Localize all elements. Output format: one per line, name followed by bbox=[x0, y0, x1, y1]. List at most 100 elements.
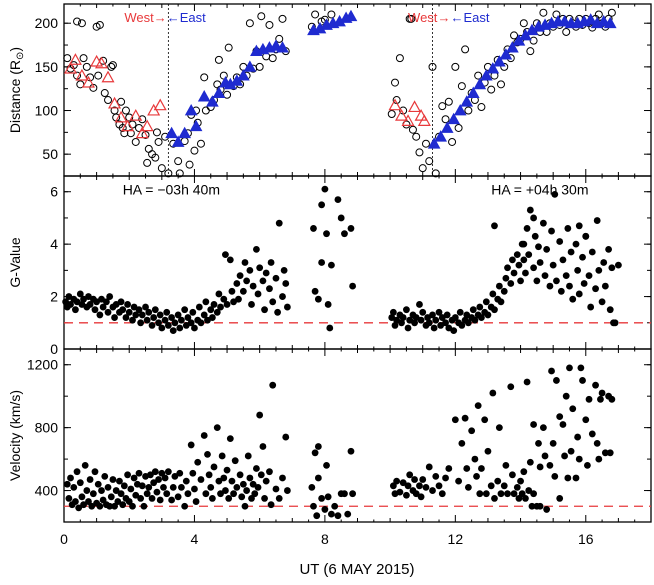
data-point bbox=[261, 306, 268, 314]
y-axis-label: G-Value bbox=[7, 237, 23, 288]
x-tick-label: 4 bbox=[191, 531, 199, 547]
open-circle-point bbox=[126, 129, 135, 138]
data-point bbox=[246, 474, 254, 482]
data-point bbox=[494, 477, 502, 485]
data-point bbox=[187, 319, 195, 327]
data-point bbox=[279, 293, 286, 300]
data-point bbox=[557, 287, 565, 295]
data-point bbox=[207, 484, 215, 491]
data-point bbox=[112, 487, 120, 494]
data-point bbox=[502, 461, 510, 469]
data-point bbox=[272, 485, 280, 493]
data-point bbox=[513, 484, 521, 491]
data-point bbox=[321, 185, 329, 193]
x-tick-label: 12 bbox=[448, 531, 464, 547]
data-point bbox=[411, 319, 418, 327]
open-circle-point bbox=[152, 128, 161, 137]
data-point bbox=[517, 277, 524, 285]
data-point bbox=[406, 471, 414, 479]
data-point bbox=[548, 367, 555, 375]
data-point bbox=[217, 490, 224, 498]
data-point bbox=[399, 314, 407, 321]
data-point bbox=[606, 306, 614, 314]
data-point bbox=[261, 495, 268, 502]
data-point bbox=[539, 424, 547, 432]
east-triangle-point bbox=[584, 13, 598, 25]
data-point bbox=[561, 452, 568, 460]
data-point bbox=[592, 381, 599, 389]
data-point bbox=[556, 413, 564, 421]
data-point bbox=[117, 298, 125, 306]
data-point bbox=[500, 482, 508, 490]
data-point bbox=[256, 411, 264, 419]
data-point bbox=[140, 502, 148, 510]
data-point bbox=[132, 311, 140, 319]
data-point bbox=[181, 502, 189, 510]
data-point bbox=[314, 295, 322, 303]
data-point bbox=[574, 266, 582, 274]
data-point bbox=[334, 512, 342, 520]
data-point bbox=[489, 290, 497, 298]
data-point bbox=[474, 402, 482, 410]
data-point bbox=[442, 319, 449, 327]
open-circle-point bbox=[500, 62, 509, 71]
data-point bbox=[272, 274, 280, 282]
data-point bbox=[310, 225, 317, 232]
open-circle-point bbox=[82, 62, 91, 71]
data-point bbox=[328, 510, 335, 518]
data-point bbox=[262, 269, 270, 277]
open-circle-point bbox=[143, 158, 152, 167]
data-point bbox=[504, 264, 511, 272]
open-circle-point bbox=[223, 90, 232, 99]
data-point bbox=[597, 395, 604, 403]
open-circle-point bbox=[104, 96, 113, 105]
data-point bbox=[80, 501, 87, 509]
data-point bbox=[484, 311, 492, 319]
open-circle-point bbox=[107, 62, 116, 71]
data-point bbox=[491, 495, 498, 502]
data-point bbox=[491, 306, 498, 314]
open-circle-point bbox=[526, 47, 535, 56]
data-point bbox=[601, 282, 609, 290]
east-triangle-point bbox=[237, 69, 250, 81]
data-point bbox=[251, 490, 259, 498]
east-triangle-point bbox=[493, 55, 506, 67]
west-triangle-point bbox=[408, 100, 422, 113]
data-point bbox=[393, 477, 401, 485]
data-point bbox=[81, 461, 89, 469]
data-point bbox=[510, 490, 518, 498]
data-point bbox=[528, 502, 536, 510]
data-point bbox=[249, 480, 257, 488]
data-point bbox=[318, 201, 326, 209]
west-triangle-point bbox=[90, 54, 104, 67]
west-triangle-point bbox=[121, 119, 135, 132]
data-point bbox=[608, 395, 616, 403]
open-circle-point bbox=[311, 10, 320, 19]
data-point bbox=[78, 493, 86, 501]
data-point bbox=[83, 487, 91, 494]
data-point bbox=[389, 308, 397, 316]
data-point bbox=[86, 301, 94, 308]
data-point bbox=[275, 495, 283, 502]
data-point bbox=[323, 461, 330, 469]
data-point bbox=[184, 490, 192, 498]
y-tick-label: 200 bbox=[35, 15, 59, 31]
data-point bbox=[569, 295, 577, 303]
data-point bbox=[86, 476, 94, 483]
data-point bbox=[91, 468, 99, 476]
data-point bbox=[525, 251, 533, 259]
open-circle-point bbox=[190, 146, 199, 155]
data-point bbox=[577, 364, 585, 372]
data-point bbox=[205, 471, 213, 479]
data-point bbox=[553, 377, 560, 384]
data-point bbox=[598, 298, 606, 306]
data-point bbox=[311, 449, 319, 457]
data-point bbox=[588, 430, 596, 438]
data-point bbox=[226, 256, 234, 264]
data-point bbox=[267, 259, 275, 266]
data-point bbox=[523, 378, 531, 386]
data-point bbox=[548, 227, 555, 235]
data-point bbox=[114, 498, 122, 505]
east-triangle-point bbox=[558, 14, 571, 27]
data-point bbox=[135, 306, 143, 314]
